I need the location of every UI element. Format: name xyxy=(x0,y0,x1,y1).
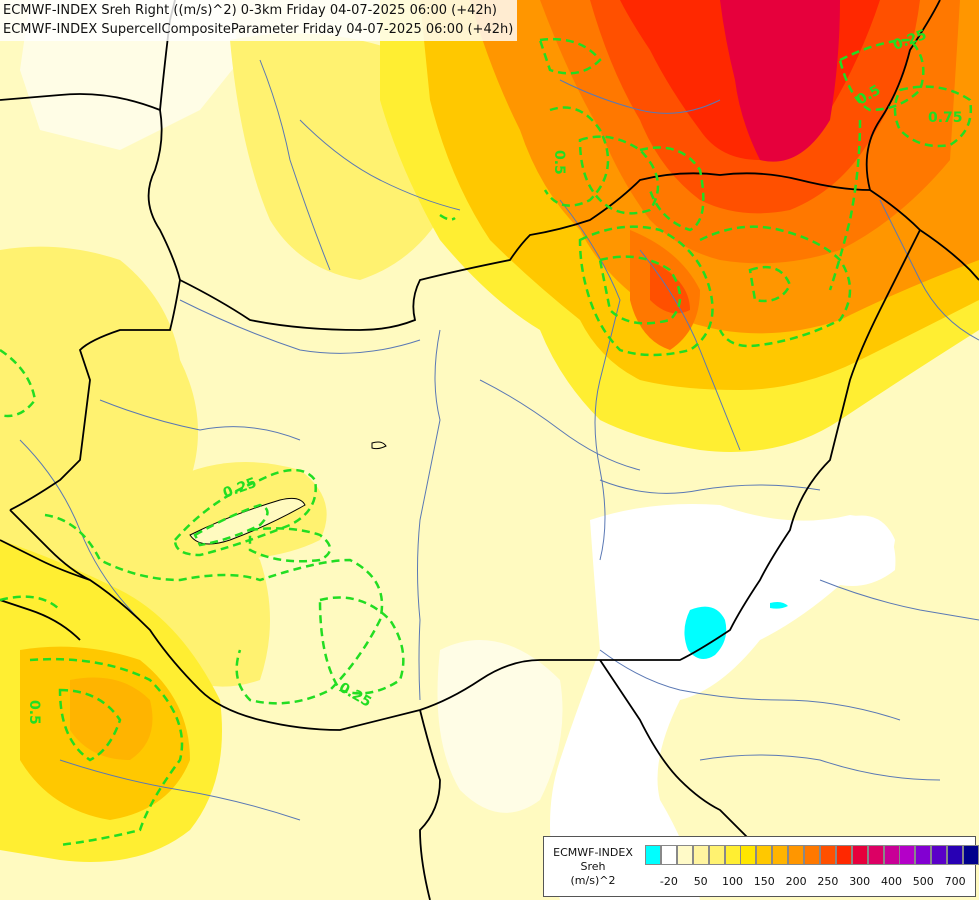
legend-tick-label: 150 xyxy=(753,875,775,888)
legend-unit: (m/s)^2 xyxy=(570,874,616,887)
legend-swatch xyxy=(899,845,916,865)
legend-swatch xyxy=(851,845,868,865)
legend-swatch xyxy=(772,845,789,865)
crimson-area-peak xyxy=(720,0,840,162)
title-line-scp: ECMWF-INDEX SupercellCompositeParameter … xyxy=(3,22,514,37)
color-legend: ECMWF-INDEX Sreh (m/s)^2 -20 50 100 150 200 2… xyxy=(543,836,979,897)
legend-variable: Sreh xyxy=(580,860,606,873)
legend-tick-label: 500 xyxy=(912,875,934,888)
lake-small xyxy=(371,441,387,450)
legend-tick-label: 200 xyxy=(785,875,807,888)
negative-area-cyan xyxy=(684,606,727,659)
title-line-sreh: ECMWF-INDEX Sreh Right ((m/s)^2) 0-3km F… xyxy=(3,3,497,18)
contour-label: 0.75 xyxy=(928,110,963,126)
legend-swatch xyxy=(883,845,900,865)
legend-swatch xyxy=(788,845,805,865)
orange-area-southwest xyxy=(70,677,153,760)
legend-swatch xyxy=(835,845,852,865)
legend-swatch xyxy=(660,845,677,865)
legend-tick-label: 300 xyxy=(849,875,871,888)
legend-swatch xyxy=(804,845,820,865)
legend-tick-label: 400 xyxy=(881,875,902,888)
contour-label: 0.5 xyxy=(551,150,567,175)
contour-label: 0.5 xyxy=(26,700,42,725)
legend-swatch xyxy=(931,845,948,865)
legend-swatch xyxy=(947,845,964,865)
legend-tick-label: 100 xyxy=(722,875,743,888)
legend-tick-label: 50 xyxy=(693,875,708,888)
negative-area-cyan-small xyxy=(770,602,788,609)
legend-tick-label: 700 xyxy=(944,875,966,888)
legend-model: ECMWF-INDEX xyxy=(553,846,633,859)
map-title: ECMWF-INDEX Sreh Right ((m/s)^2) 0-3km F… xyxy=(0,0,518,41)
legend-tick-label: 250 xyxy=(817,875,839,888)
legend-swatch xyxy=(963,845,979,865)
scp-contours xyxy=(0,38,973,847)
low-value-area-southeast xyxy=(550,504,896,900)
legend-swatch xyxy=(676,845,693,865)
legend-swatch xyxy=(867,845,884,865)
legend-swatch xyxy=(756,845,773,865)
legend-title: ECMWF-INDEX Sreh (m/s)^2 xyxy=(547,846,639,888)
legend-tick-label: -20 xyxy=(659,875,678,888)
rivers xyxy=(19,59,979,821)
legend-swatch xyxy=(740,845,757,865)
low-value-area-south-pale xyxy=(437,640,563,813)
legend-swatch xyxy=(915,845,932,865)
legend-swatch xyxy=(692,845,709,865)
legend-swatch xyxy=(645,845,661,865)
low-value-area-east-patch xyxy=(836,515,895,576)
legend-swatch xyxy=(819,845,836,865)
legend-swatch xyxy=(724,845,741,865)
legend-swatch xyxy=(708,845,725,865)
